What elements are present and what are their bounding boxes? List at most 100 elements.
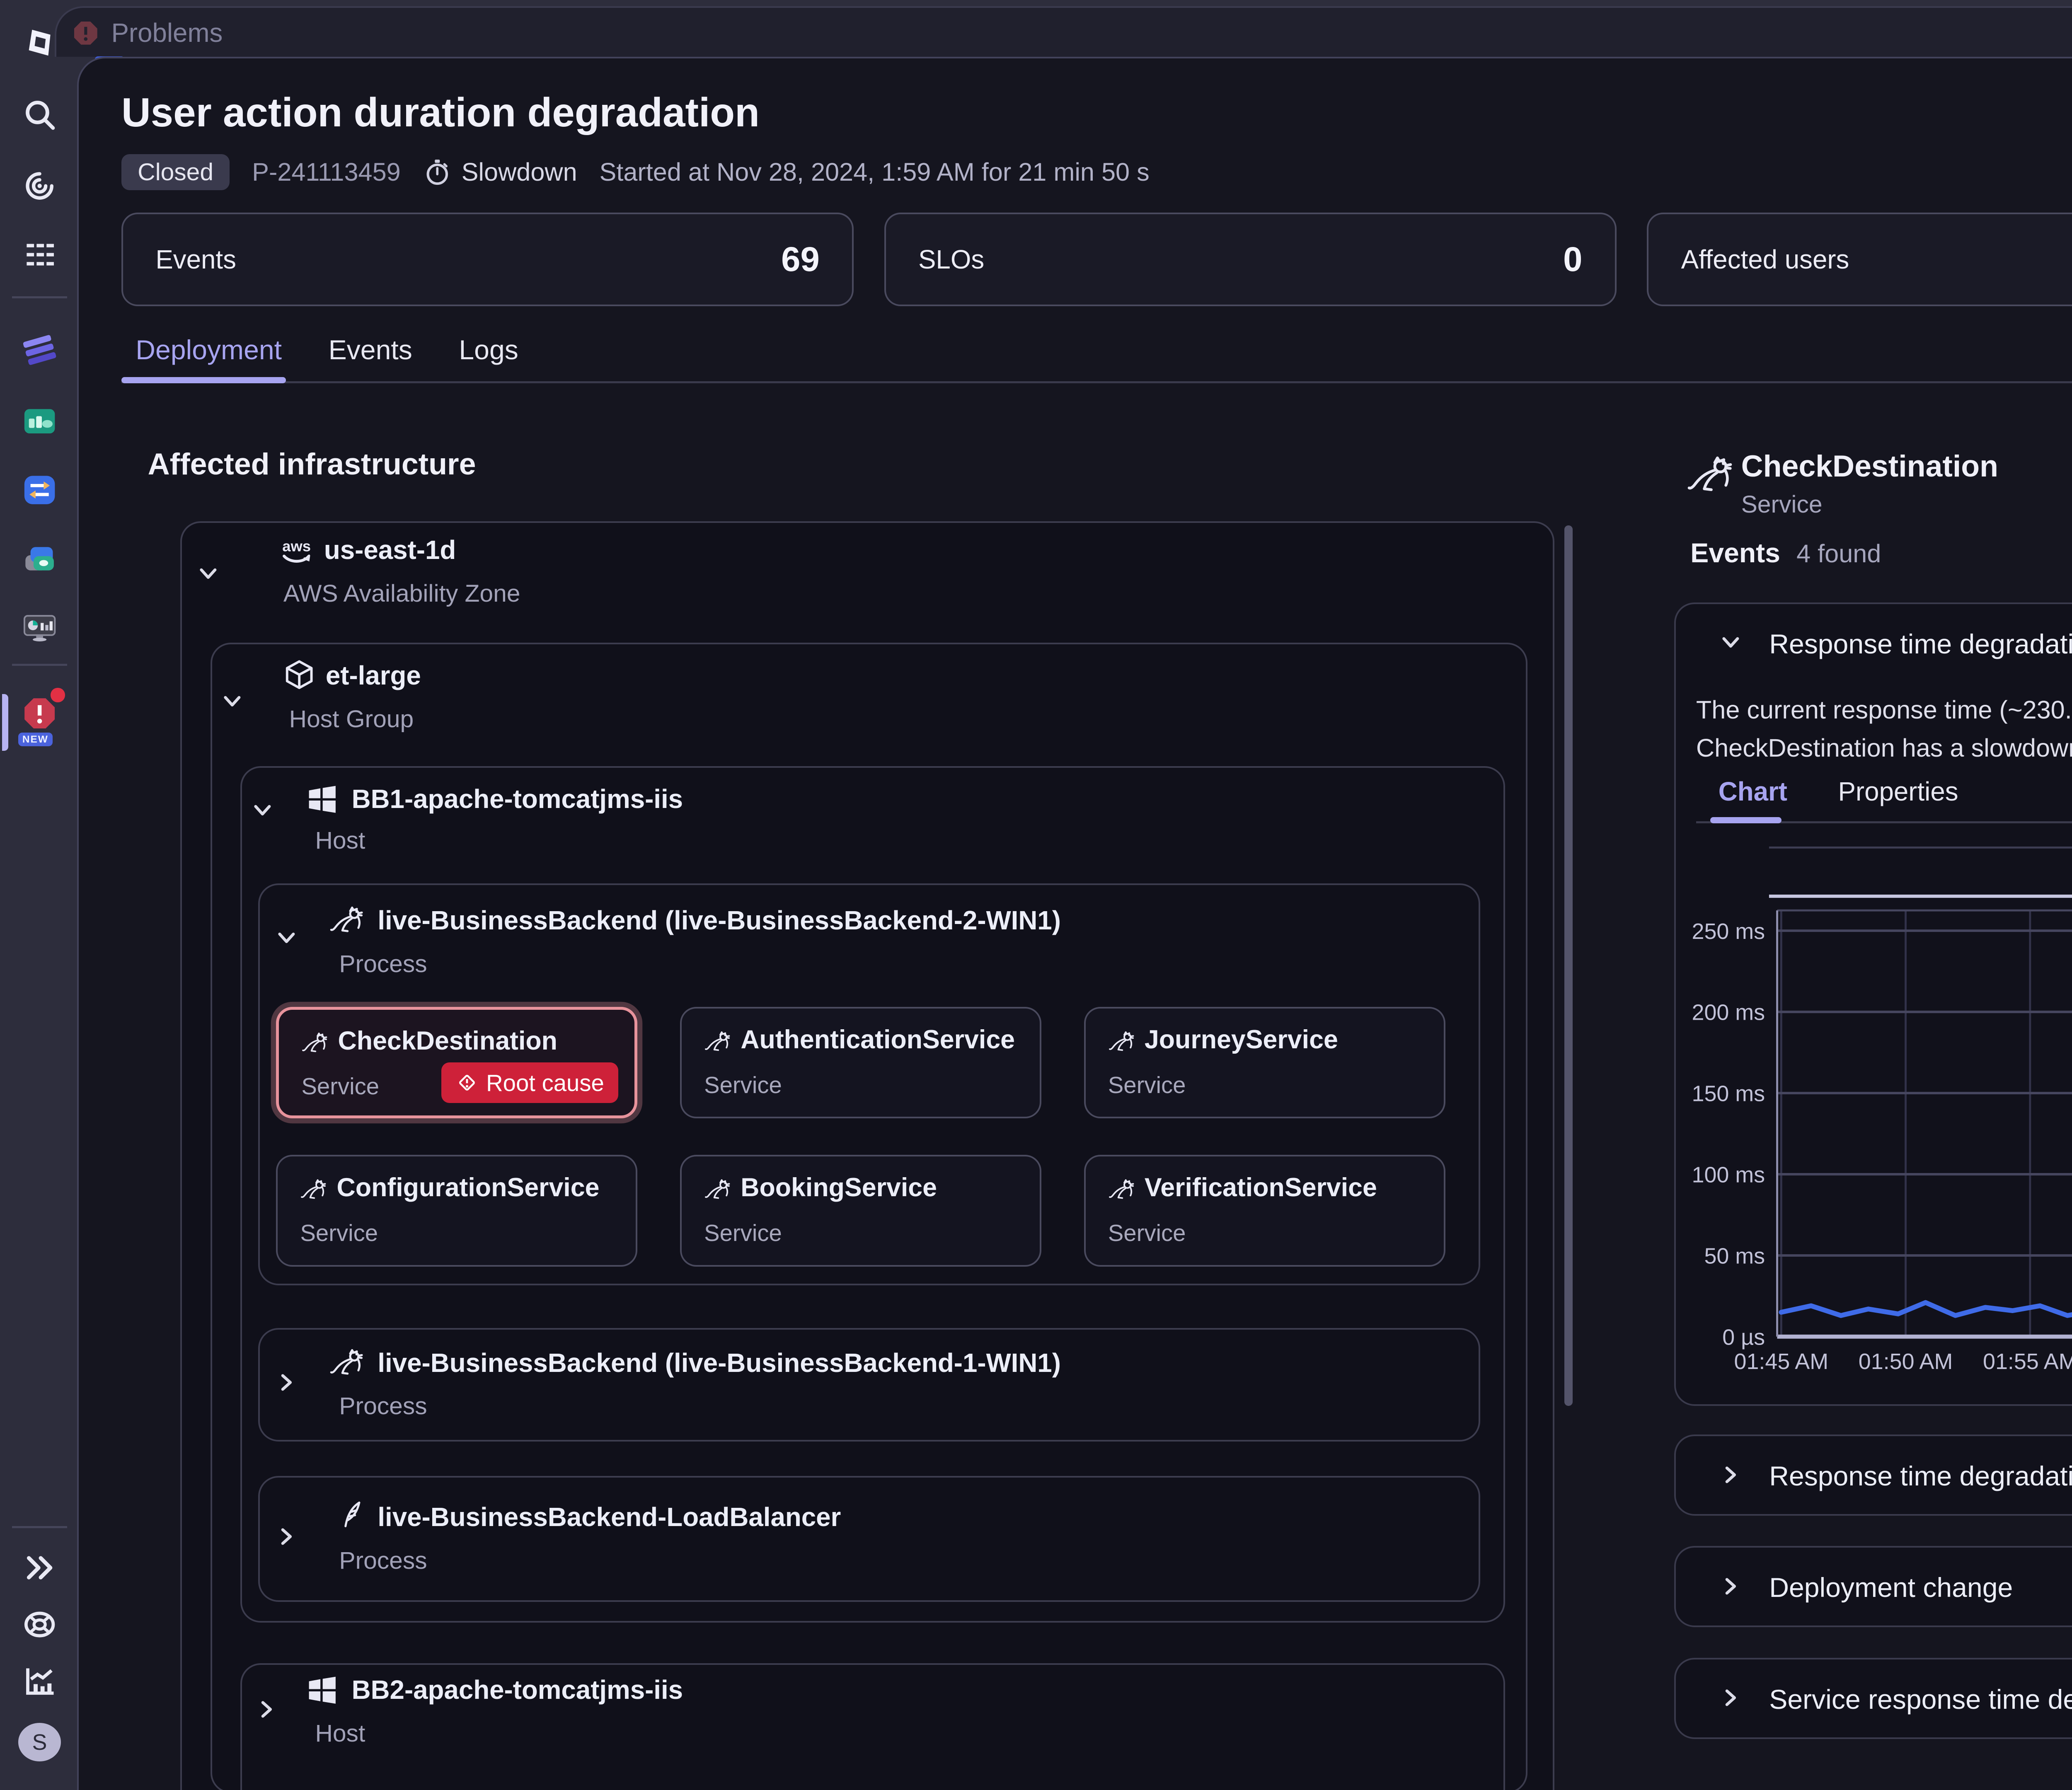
chevron-right-icon[interactable] [1719, 1686, 1743, 1710]
root-cause-label: Root cause [486, 1069, 604, 1096]
avatar[interactable]: S [18, 1723, 61, 1762]
affected-infrastructure-heading: Affected infrastructure [148, 446, 476, 481]
main-tabs: Deployment Events Logs [136, 334, 518, 366]
chevron-right-icon[interactable] [254, 1697, 279, 1722]
event-card-collapsed[interactable]: Service response time degradation Nov 28… [1674, 1657, 2072, 1739]
active-item-indicator [2, 694, 8, 751]
tab-deployment[interactable]: Deployment [136, 335, 282, 366]
tree-card-host-bb2[interactable]: BB2-apache-tomcatjms-iis Host [240, 1663, 1505, 1790]
tab-properties[interactable]: Properties [1838, 777, 1958, 807]
stopwatch-icon [423, 158, 452, 186]
event-card-collapsed[interactable]: Response time degradation Nov 28, 2024, … [1674, 1434, 2072, 1516]
tomcat-icon [704, 1177, 731, 1203]
service-card-verificationservice[interactable]: VerificationService Service [1084, 1155, 1445, 1267]
service-type: Service [704, 1220, 782, 1246]
sidebar: NEW S [0, 0, 77, 1790]
active-tab-indicator [121, 377, 286, 383]
root-cause-badge: Root cause [441, 1062, 619, 1103]
svg-text:100 ms: 100 ms [1692, 1163, 1765, 1188]
tomcat-icon [704, 1029, 731, 1055]
svg-text:0 µs: 0 µs [1723, 1325, 1765, 1350]
problem-started: Started at Nov 28, 2024, 1:59 AM for 21 … [599, 158, 1150, 186]
service-name: CheckDestination [338, 1026, 557, 1055]
service-card-bookingservice[interactable]: BookingService Service [680, 1155, 1041, 1267]
app-grid-icon[interactable] [22, 237, 57, 272]
sidebar-item-analytics-icon[interactable] [22, 611, 57, 645]
notification-dot [51, 688, 65, 702]
top-tab-strip: Problems NEW ? [55, 6, 2072, 70]
chevron-down-icon[interactable] [1719, 630, 1743, 655]
service-card-configurationservice[interactable]: ConfigurationService Service [276, 1155, 638, 1267]
chevron-right-icon[interactable] [274, 1524, 299, 1549]
tab-chart[interactable]: Chart [1718, 777, 1787, 807]
dynatrace-logo-icon[interactable] [22, 27, 57, 61]
tab-logs[interactable]: Logs [459, 335, 518, 366]
sidebar-item-services-icon[interactable] [22, 542, 57, 576]
windows-icon [307, 784, 337, 814]
stat-card-slos[interactable]: SLOs 0 [884, 213, 1617, 306]
insights-chart-icon[interactable] [22, 1664, 57, 1698]
sidebar-divider [12, 663, 67, 666]
svg-text:250 ms: 250 ms [1692, 919, 1765, 944]
active-chart-tab-indicator [1710, 817, 1782, 823]
node-name: BB1-apache-tomcatjms-iis [351, 784, 683, 814]
search-icon[interactable] [22, 97, 57, 132]
event-title: Response time degradation [1769, 1461, 2072, 1492]
chevron-down-icon[interactable] [220, 689, 244, 714]
observe-icon[interactable] [22, 169, 57, 203]
tomcat-icon [301, 1030, 328, 1057]
svg-text:01:55 AM: 01:55 AM [1983, 1349, 2072, 1374]
sidebar-item-dashboards-icon[interactable] [22, 404, 57, 438]
event-card-collapsed[interactable]: Deployment change Nov 28, 2024, 2:00 AM [1674, 1546, 2072, 1628]
infrastructure-scrollbar[interactable] [1564, 525, 1573, 1406]
node-type: Process [339, 1547, 427, 1574]
service-card-authenticationservice[interactable]: AuthenticationService Service [680, 1006, 1041, 1119]
sidebar-item-problems-icon[interactable] [22, 696, 57, 731]
event-title[interactable]: Response time degradation [1769, 629, 2072, 660]
tree-card-process-win2[interactable]: live-BusinessBackend (live-BusinessBacke… [258, 883, 1480, 1285]
status-badge: Closed [121, 154, 230, 190]
sidebar-item-workflows-icon[interactable] [22, 473, 57, 507]
tree-card-host-group[interactable]: et-large Host Group BB1-apache-tomcatjms… [210, 642, 1528, 1790]
tab-events[interactable]: Events [328, 335, 412, 366]
service-card-journeyservice[interactable]: JourneyService Service [1084, 1006, 1445, 1119]
aws-icon [279, 535, 314, 569]
detail-title: CheckDestination [1741, 448, 1998, 483]
node-type: Process [339, 1393, 427, 1420]
sidebar-item-infrastructure-icon[interactable] [22, 333, 57, 367]
expand-sidebar-icon[interactable] [22, 1551, 57, 1585]
chevron-down-icon[interactable] [274, 926, 299, 950]
tree-card-availability-zone[interactable]: us-east-1d AWS Availability Zone et-larg… [180, 521, 1554, 1790]
chevron-down-icon[interactable] [250, 798, 275, 822]
service-card-checkdestination[interactable]: CheckDestination Service Root cause [276, 1006, 638, 1119]
tab-track [121, 381, 2072, 383]
problems-tab[interactable]: Problems NEW [73, 18, 223, 70]
tree-card-process-win1[interactable]: live-BusinessBackend (live-BusinessBacke… [258, 1328, 1480, 1442]
tree-card-loadbalancer[interactable]: live-BusinessBackend-LoadBalancer Proces… [258, 1476, 1480, 1602]
chevron-right-icon[interactable] [1719, 1463, 1743, 1487]
service-name: VerificationService [1144, 1173, 1377, 1202]
event-description: The current response time (~230.55 ms) e… [1696, 696, 2072, 762]
chevron-down-icon[interactable] [196, 561, 220, 586]
node-name: live-BusinessBackend (live-BusinessBacke… [378, 905, 1061, 935]
event-title: Deployment change [1769, 1572, 2013, 1604]
stat-label: Events [155, 244, 236, 274]
chevron-right-icon[interactable] [274, 1370, 299, 1395]
tree-card-host-bb1[interactable]: BB1-apache-tomcatjms-iis Host live-Busin… [240, 766, 1505, 1623]
stat-card-events[interactable]: Events 69 [121, 213, 854, 306]
svg-text:200 ms: 200 ms [1692, 1000, 1765, 1025]
events-summary: Events 4 found [1690, 537, 1881, 569]
host-group-icon [283, 658, 315, 691]
node-name: live-BusinessBackend-LoadBalancer [378, 1502, 841, 1532]
service-name: AuthenticationService [741, 1025, 1015, 1054]
support-lifebuoy-icon[interactable] [22, 1607, 57, 1642]
chevron-right-icon[interactable] [1719, 1574, 1743, 1599]
node-type: Host [315, 1720, 366, 1747]
events-count: 4 found [1796, 539, 1881, 568]
problem-id: P-241113459 [252, 158, 401, 186]
node-name: us-east-1d [324, 535, 456, 565]
stat-card-affected-users[interactable]: Affected users 742 [1647, 213, 2072, 306]
svg-text:01:45 AM: 01:45 AM [1734, 1349, 1829, 1374]
problem-type: Slowdown [423, 157, 577, 186]
